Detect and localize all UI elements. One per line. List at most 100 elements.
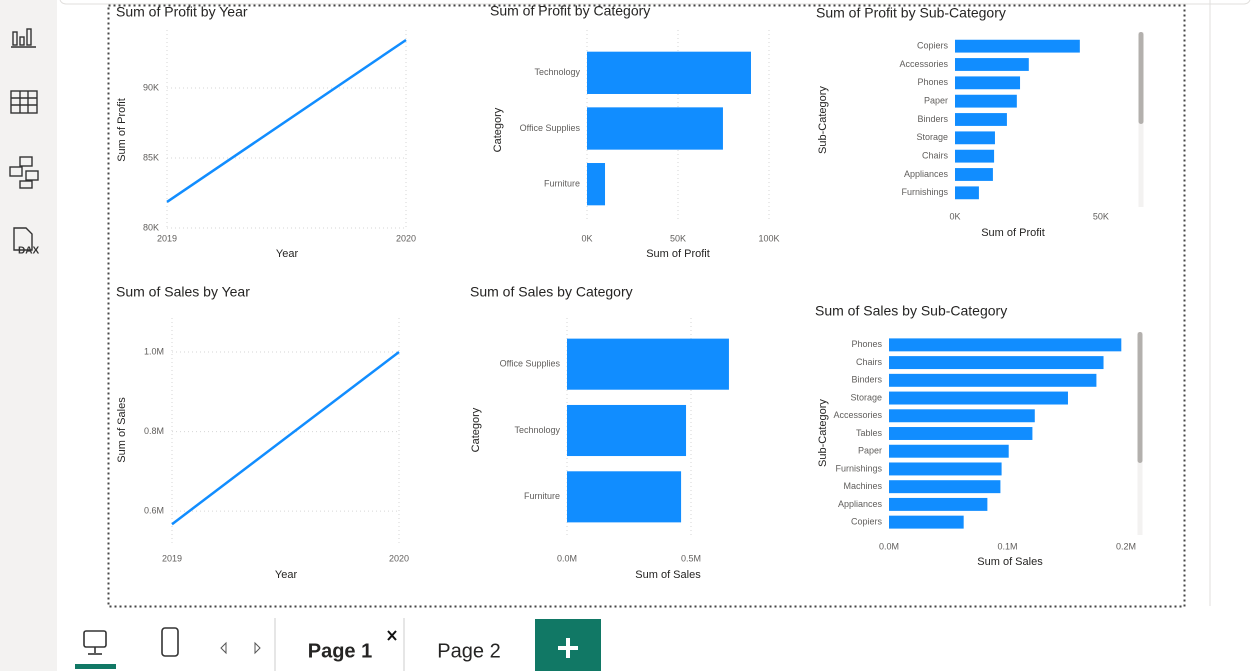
add-icon	[558, 638, 578, 658]
x-tick-label: 2019	[162, 553, 182, 563]
category-label: Accessories	[899, 59, 948, 69]
bar	[889, 356, 1104, 370]
category-label: Furniture	[524, 491, 560, 501]
category-label: Machines	[843, 481, 882, 491]
x-tick-label: 2020	[396, 233, 416, 243]
bar	[955, 113, 1007, 126]
bar	[955, 76, 1021, 90]
category-label: Tables	[856, 428, 883, 438]
bar	[587, 163, 606, 206]
y-axis-title: Sum of Profit	[116, 98, 128, 162]
x-axis-title: Sum of Sales	[977, 556, 1043, 568]
chart-title: Sum of Profit by Sub-Category	[816, 5, 1006, 21]
table-icon[interactable]	[10, 90, 38, 114]
chart-title: Sum of Profit by Category	[490, 3, 650, 19]
bar	[955, 149, 995, 163]
report-icon[interactable]	[11, 28, 36, 48]
y-tick-label: 90K	[143, 82, 159, 92]
y-tick-label: 80K	[143, 222, 159, 232]
sidebar-icons	[9, 28, 39, 251]
x-tick-label: 0K	[949, 211, 960, 221]
x-tick-label: 50K	[670, 233, 686, 243]
chart-title: Sum of Profit by Year	[116, 4, 248, 20]
category-label: Accessories	[833, 410, 882, 420]
bar	[587, 51, 751, 94]
selection-border	[107, 4, 1186, 608]
category-label: Paper	[858, 446, 882, 456]
category-label: Office Supplies	[500, 359, 561, 369]
x-tick-label: 50K	[1093, 211, 1109, 221]
y-tick-label: 0.6M	[144, 505, 164, 515]
x-axis-title: Year	[275, 569, 298, 581]
category-label: Furniture	[544, 179, 580, 189]
y-tick-label: 0.8M	[144, 426, 164, 436]
scrollbar-thumb[interactable]	[1137, 332, 1143, 463]
x-tick-label: 0.0M	[879, 541, 899, 551]
page-tab[interactable]: Page 2	[437, 640, 500, 662]
bar	[955, 58, 1029, 71]
x-tick-label: 0.0M	[557, 553, 577, 563]
category-label: Copiers	[917, 41, 949, 51]
category-label: Technology	[514, 425, 560, 435]
category-label: Paper	[924, 96, 948, 106]
category-label: Phones	[851, 339, 882, 349]
category-label: Technology	[534, 67, 580, 77]
x-axis-title: Sum of Profit	[981, 227, 1045, 239]
x-tick-label: 0.2M	[1116, 541, 1136, 551]
x-axis-title: Year	[276, 248, 299, 260]
y-tick-label: 85K	[143, 152, 159, 162]
bar	[889, 409, 1035, 423]
category-label: Chairs	[856, 357, 883, 367]
scrollbar-thumb[interactable]	[1138, 32, 1144, 124]
desktop-view-icon[interactable]	[83, 630, 107, 655]
close-tab[interactable]	[387, 630, 397, 641]
next-page[interactable]	[254, 641, 261, 655]
bottom-bar: Page 1 Page 2	[75, 618, 601, 671]
y-tick-label: 1.0M	[144, 346, 164, 356]
active-indicator	[75, 664, 116, 669]
x-tick-label: 0.1M	[998, 541, 1018, 551]
page-tab[interactable]: Page 1	[308, 640, 372, 662]
mobile-view-icon[interactable]	[161, 627, 179, 657]
bar	[889, 391, 1068, 405]
category-label: Office Supplies	[520, 123, 581, 133]
x-axis-title: Sum of Profit	[646, 248, 710, 260]
category-label: Storage	[850, 392, 882, 402]
category-label: Binders	[851, 375, 882, 385]
y-axis-title: Category	[492, 107, 504, 152]
bar	[889, 515, 964, 529]
bar	[587, 107, 723, 150]
chart-title: Sum of Sales by Year	[116, 284, 250, 300]
bar	[955, 186, 979, 200]
bar	[567, 338, 729, 390]
chart-title: Sum of Sales by Category	[470, 284, 633, 300]
dax-icon[interactable]	[13, 227, 33, 251]
category-label: Phones	[917, 77, 948, 87]
bar	[567, 471, 682, 523]
x-tick-label: 0K	[581, 233, 592, 243]
y-axis-title: Sub-Category	[817, 399, 829, 467]
category-label: Appliances	[904, 169, 949, 179]
bar	[955, 94, 1017, 108]
x-tick-label: 2019	[157, 233, 177, 243]
category-label: Chairs	[922, 151, 949, 161]
bar	[889, 444, 1009, 458]
model-icon[interactable]	[9, 156, 39, 189]
x-tick-label: 0.5M	[681, 553, 701, 563]
bar	[889, 462, 1002, 476]
bar	[889, 480, 1001, 494]
x-axis-title: Sum of Sales	[635, 569, 701, 581]
bar	[567, 404, 687, 457]
category-label: Storage	[916, 132, 948, 142]
category-label: Furnishings	[835, 463, 882, 473]
chart-title: Sum of Sales by Sub-Category	[815, 303, 1007, 319]
bar	[889, 373, 1097, 387]
bar	[955, 131, 995, 145]
bar	[955, 39, 1080, 53]
prev-page[interactable]	[220, 641, 227, 655]
bar	[889, 427, 1033, 440]
line	[166, 38, 407, 203]
bar	[889, 338, 1122, 352]
